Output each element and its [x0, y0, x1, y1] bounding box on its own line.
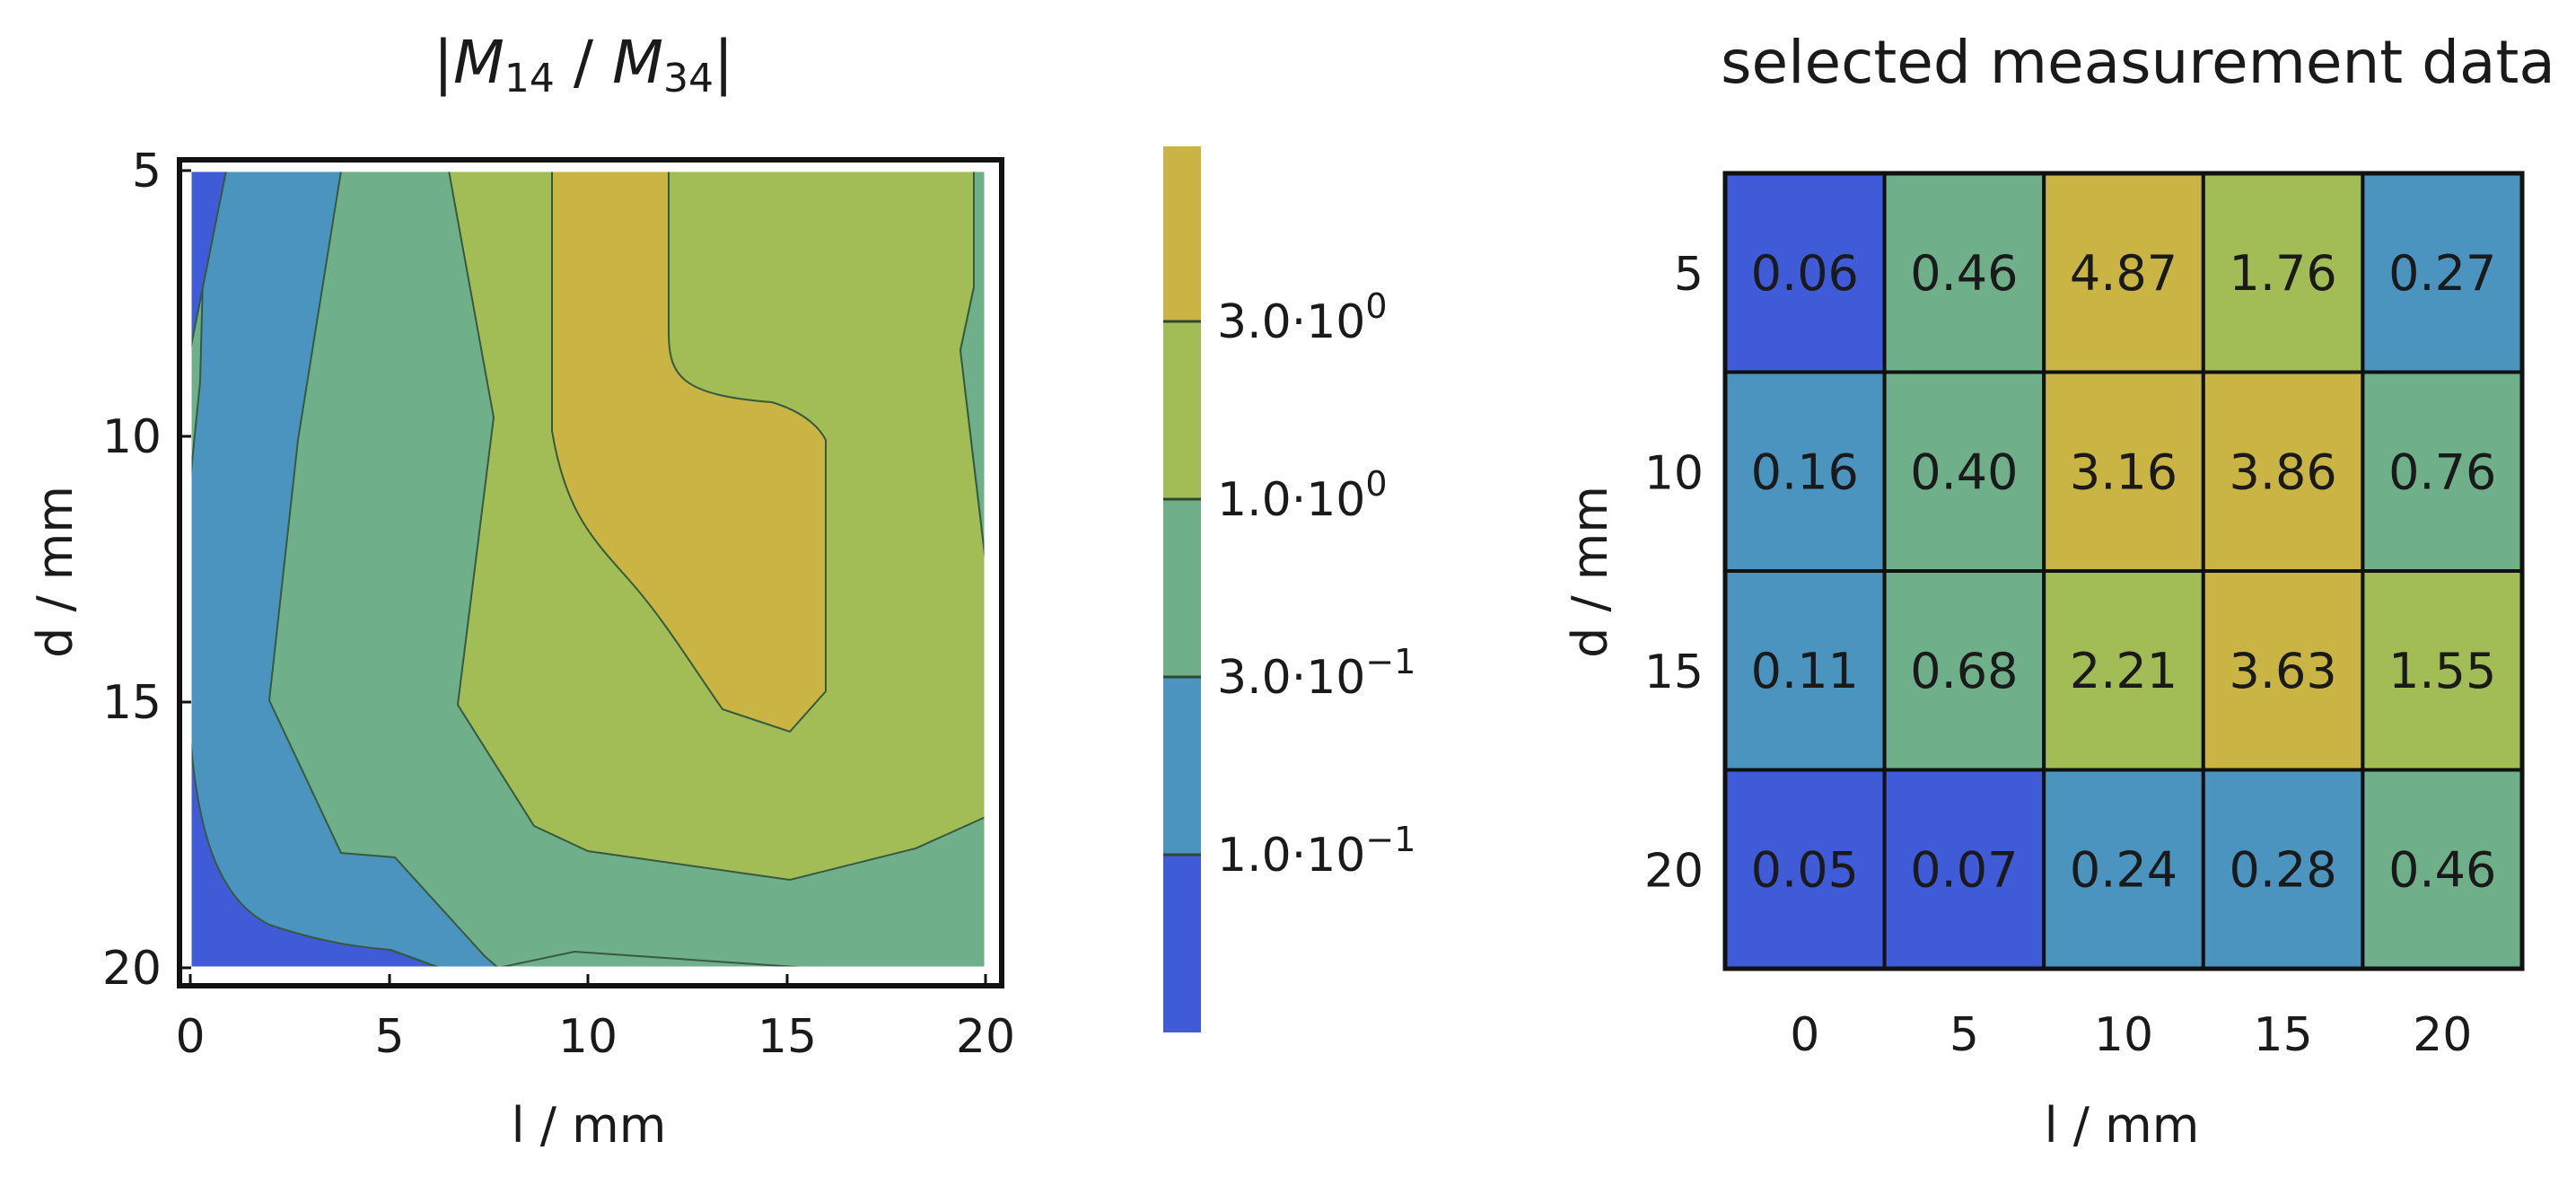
heatmap-cell-value: 0.05	[1751, 841, 1859, 898]
heatmap-cell-value: 1.76	[2229, 245, 2336, 302]
contour-y-tick-10: 10	[102, 410, 162, 464]
contour-y-tick-5: 5	[132, 145, 162, 198]
heatmap-y-tick: 20	[1644, 844, 1704, 898]
contour-x-axis-label: l / mm	[512, 1097, 667, 1154]
heatmap-cell-value: 0.68	[1910, 643, 2018, 699]
colorbar-label-3e0: 3.0·100	[1217, 286, 1388, 349]
heatmap-title: selected measurement data	[1721, 28, 2555, 97]
heatmap-cell-value: 0.07	[1910, 841, 2018, 898]
contour-x-tick-5: 5	[374, 1010, 404, 1064]
colorbar-segment-4	[1163, 321, 1201, 499]
heatmap-cell-value: 0.24	[2070, 841, 2177, 898]
contour-region-gt-3	[551, 170, 827, 733]
heatmap-ticks: 0 5 10 15 20 5 10 15 20	[1644, 248, 2472, 1062]
heatmap-x-tick: 10	[2094, 1008, 2153, 1062]
heatmap-frame	[1722, 171, 2525, 971]
contour-x-tick-20: 20	[956, 1010, 1015, 1064]
heatmap-cell-value: 0.46	[1910, 245, 2018, 302]
colorbar-segment-5	[1163, 146, 1201, 321]
heatmap-cell-value: 0.06	[1751, 245, 1859, 302]
heatmap-cell-value: 1.55	[2388, 643, 2496, 699]
heatmap-y-tick: 15	[1644, 646, 1704, 699]
contour-title: |M14 / M34|	[434, 28, 734, 101]
heatmap-y-tick: 5	[1674, 248, 1704, 302]
colorbar-label-1e-1: 1.0·10−1	[1217, 820, 1415, 883]
contour-region-lt-0.1-bottom	[189, 735, 441, 969]
heatmap-cell	[1882, 370, 2046, 573]
colorbar: 3.0·100 1.0·100 3.0·10−1 1.0·10−1	[1163, 146, 1415, 1032]
contour-y-ticks	[180, 169, 191, 970]
contour-x-tick-15: 15	[758, 1010, 817, 1064]
contour-x-ticks	[188, 974, 987, 986]
contour-plot-area	[177, 157, 1004, 988]
colorbar-segment-2	[1163, 677, 1201, 855]
heatmap-x-tick: 20	[2413, 1008, 2472, 1062]
contour-y-tick-20: 20	[102, 942, 162, 996]
heatmap-cell	[2042, 171, 2205, 374]
heatmap-x-axis-label: l / mm	[2045, 1097, 2200, 1154]
heatmap-cell	[2361, 768, 2524, 971]
heatmap-y-tick: 10	[1644, 446, 1704, 500]
contour-line-bottom-0.1-0.3	[390, 949, 441, 969]
heatmap-cell-value: 3.86	[2229, 444, 2336, 500]
heatmap-y-axis-label: d / mm	[1562, 486, 1618, 658]
heatmap-x-tick: 5	[1950, 1008, 1979, 1062]
heatmap-cell	[1723, 768, 1887, 971]
contour-x-tick-10: 10	[558, 1010, 618, 1064]
heatmap-cell-value: 0.11	[1751, 643, 1859, 699]
heatmap-cell	[2361, 171, 2524, 374]
heatmap-cell-value: 0.76	[2388, 444, 2496, 500]
heatmap-cell-value: 0.16	[1751, 444, 1859, 500]
heatmap-cell-value: 4.87	[2070, 245, 2177, 302]
heatmap-cell-value: 3.16	[2070, 444, 2177, 500]
heatmap-cell	[2361, 370, 2524, 573]
contour-y-tick-15: 15	[102, 676, 162, 730]
heatmap-cell-value: 0.40	[1910, 444, 2018, 500]
heatmap-cell	[1723, 569, 1887, 772]
heatmap-cell-value: 0.46	[2388, 841, 2496, 898]
colorbar-segment-3	[1163, 499, 1201, 677]
heatmap-cell-value: 0.27	[2388, 245, 2496, 302]
heatmap-cell	[2201, 768, 2365, 971]
heatmap-chart: selected measurement data 0.06 0.46 4.87 1.…	[1562, 28, 2555, 1154]
heatmap-cells: 0.06 0.46 4.87 1.76 0.27 0.16 0.40 3.16 3.86 0.76…	[1722, 171, 2525, 971]
contour-line-bottom-0.3	[497, 950, 809, 969]
heatmap-cell-value: 0.28	[2229, 841, 2336, 898]
contour-y-axis-label: d / mm	[27, 486, 83, 658]
heatmap-x-tick: 0	[1790, 1008, 1819, 1062]
heatmap-cell	[1882, 171, 2046, 374]
plot-inner-frame	[188, 169, 987, 970]
heatmap-cell-value: 3.63	[2229, 643, 2336, 699]
heatmap-cell	[1723, 370, 1887, 573]
plot-frame	[177, 157, 1004, 988]
heatmap-cell-value: 2.21	[2070, 643, 2177, 699]
contour-x-tick-0: 0	[175, 1010, 205, 1064]
contour-chart: |M14 / M34|	[27, 28, 1015, 1154]
colorbar-label-3e-1: 3.0·10−1	[1217, 642, 1415, 705]
colorbar-label-1e0: 1.0·100	[1217, 464, 1388, 527]
colorbar-segment-1	[1163, 855, 1201, 1032]
heatmap-cell	[2042, 768, 2205, 971]
heatmap-x-tick: 15	[2254, 1008, 2313, 1062]
